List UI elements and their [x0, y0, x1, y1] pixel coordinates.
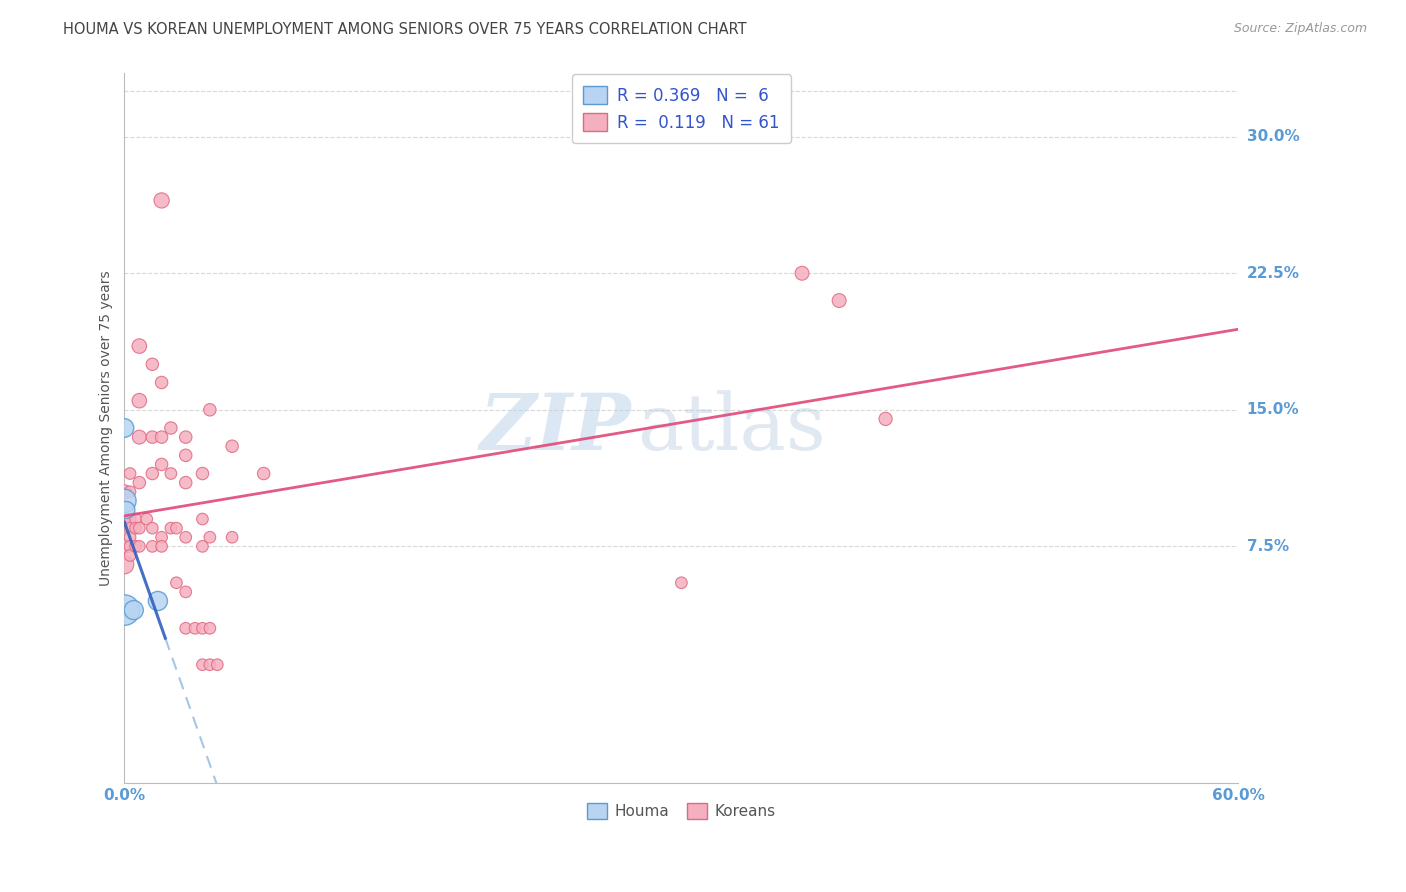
Point — [165, 575, 187, 590]
Point — [160, 521, 183, 535]
Point — [122, 603, 145, 617]
Text: atlas: atlas — [637, 390, 825, 466]
Point — [828, 293, 851, 308]
Point — [165, 521, 187, 535]
Point — [671, 575, 693, 590]
Point — [150, 376, 173, 390]
Text: 15.0%: 15.0% — [1247, 402, 1299, 417]
Point — [150, 430, 173, 444]
Point — [128, 475, 150, 490]
Point — [146, 594, 169, 608]
Point — [160, 421, 183, 435]
Point — [118, 512, 141, 526]
Point — [150, 540, 173, 554]
Point — [150, 530, 173, 544]
Text: 30.0%: 30.0% — [1247, 129, 1299, 145]
Point — [150, 194, 173, 208]
Point — [128, 430, 150, 444]
Point — [221, 530, 243, 544]
Point — [191, 512, 214, 526]
Point — [198, 657, 221, 672]
Text: HOUMA VS KOREAN UNEMPLOYMENT AMONG SENIORS OVER 75 YEARS CORRELATION CHART: HOUMA VS KOREAN UNEMPLOYMENT AMONG SENIO… — [63, 22, 747, 37]
Legend: Houma, Koreans: Houma, Koreans — [581, 797, 782, 825]
Point — [114, 558, 136, 572]
Point — [128, 540, 150, 554]
Point — [114, 512, 136, 526]
Y-axis label: Unemployment Among Seniors over 75 years: Unemployment Among Seniors over 75 years — [100, 270, 114, 586]
Point — [118, 484, 141, 499]
Point — [160, 467, 183, 481]
Point — [141, 430, 163, 444]
Point — [191, 621, 214, 635]
Point — [114, 421, 136, 435]
Point — [118, 530, 141, 544]
Point — [141, 540, 163, 554]
Point — [141, 521, 163, 535]
Point — [115, 503, 138, 517]
Point — [118, 540, 141, 554]
Point — [184, 621, 207, 635]
Point — [114, 540, 136, 554]
Text: ZIP: ZIP — [479, 390, 631, 467]
Point — [118, 467, 141, 481]
Text: 7.5%: 7.5% — [1247, 539, 1289, 554]
Point — [174, 585, 197, 599]
Point — [174, 475, 197, 490]
Point — [191, 657, 214, 672]
Point — [114, 603, 136, 617]
Point — [174, 530, 197, 544]
Point — [790, 266, 813, 280]
Point — [198, 402, 221, 417]
Point — [118, 549, 141, 563]
Point — [128, 393, 150, 408]
Point — [207, 657, 229, 672]
Point — [221, 439, 243, 453]
Point — [174, 448, 197, 462]
Point — [875, 412, 897, 426]
Point — [174, 621, 197, 635]
Point — [253, 467, 276, 481]
Point — [191, 467, 214, 481]
Text: Source: ZipAtlas.com: Source: ZipAtlas.com — [1233, 22, 1367, 36]
Point — [198, 621, 221, 635]
Point — [198, 530, 221, 544]
Point — [114, 484, 136, 499]
Point — [128, 521, 150, 535]
Point — [141, 357, 163, 371]
Point — [114, 493, 136, 508]
Point — [150, 458, 173, 472]
Point — [191, 540, 214, 554]
Point — [124, 521, 146, 535]
Point — [141, 467, 163, 481]
Point — [135, 512, 157, 526]
Point — [118, 521, 141, 535]
Point — [174, 430, 197, 444]
Text: 22.5%: 22.5% — [1247, 266, 1299, 281]
Point — [124, 512, 146, 526]
Point — [128, 339, 150, 353]
Point — [124, 540, 146, 554]
